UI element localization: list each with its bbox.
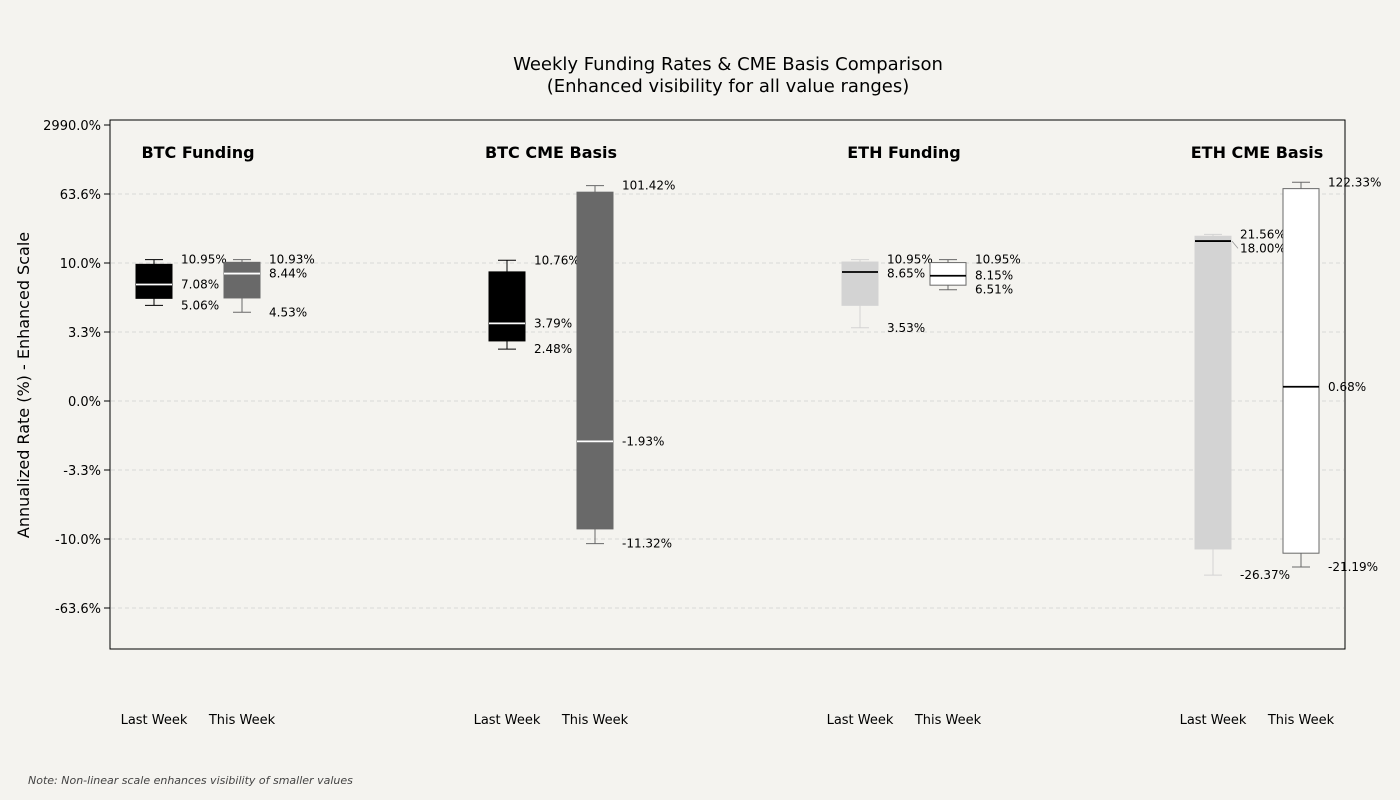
y-tick-label: 0.0% — [68, 395, 101, 410]
box — [576, 191, 614, 530]
max-value-label: 21.56% — [1240, 227, 1286, 241]
y-tick-label: 10.0% — [60, 257, 101, 272]
box — [135, 263, 173, 299]
group-label: ETH Funding — [847, 143, 961, 162]
max-value-label: 122.33% — [1328, 175, 1381, 189]
max-value-label: 10.95% — [975, 253, 1021, 267]
median-value-label: 0.68% — [1328, 380, 1366, 394]
y-tick-label: -10.0% — [55, 533, 101, 548]
box — [488, 271, 526, 342]
median-value-label: 8.15% — [975, 269, 1013, 283]
group-label: BTC Funding — [141, 143, 254, 162]
min-value-label: 4.53% — [269, 305, 307, 319]
max-value-label: 10.95% — [181, 253, 227, 267]
x-tick-label: Last Week — [1180, 713, 1247, 728]
y-tick-label: -63.6% — [55, 602, 101, 617]
chart-title: Weekly Funding Rates & CME Basis Compari… — [513, 54, 943, 75]
x-tick-label: This Week — [208, 713, 276, 728]
median-value-label: 7.08% — [181, 277, 219, 291]
x-axis: Last Week This Week Last Week This Week Last… — [121, 713, 1335, 728]
chart-subtitle: (Enhanced visibility for all value range… — [547, 76, 910, 97]
median-value-label: -1.93% — [622, 434, 664, 448]
median-value-label: 3.79% — [534, 316, 572, 330]
y-axis-label: Annualized Rate (%) - Enhanced Scale — [14, 232, 33, 538]
y-tick-label: 63.6% — [60, 188, 101, 203]
group-label: ETH CME Basis — [1191, 143, 1324, 162]
min-value-label: 3.53% — [887, 321, 925, 335]
min-value-label: -21.19% — [1328, 560, 1378, 574]
box — [1282, 188, 1320, 554]
annotation-leader — [1231, 240, 1239, 249]
min-value-label: -26.37% — [1240, 568, 1290, 582]
median-value-label: 8.65% — [887, 267, 925, 281]
max-value-label: 10.93% — [269, 253, 315, 267]
y-axis: 2990.0% 63.6% 10.0% 3.3% 0.0% -3.3% -10.0% -63.… — [43, 119, 110, 617]
y-tick-label: -3.3% — [63, 464, 101, 479]
x-tick-label: Last Week — [827, 713, 894, 728]
box — [223, 261, 261, 299]
x-tick-label: This Week — [1267, 713, 1335, 728]
grid — [111, 193, 1344, 609]
max-value-label: 10.95% — [887, 253, 933, 267]
box — [841, 261, 879, 306]
median-value-label: 8.44% — [269, 267, 307, 281]
y-tick-label: 3.3% — [68, 326, 101, 341]
boxes: BTC Funding 10.95% 7.08% 5.06% 10.93%8.44% 4.… — [135, 143, 1381, 582]
group-label: BTC CME Basis — [485, 143, 617, 162]
max-value-label: 10.76% — [534, 253, 580, 267]
min-value-label: 5.06% — [181, 298, 219, 312]
x-tick-label: Last Week — [474, 713, 541, 728]
median-value-label: 18.00% — [1240, 241, 1286, 255]
max-value-label: 101.42% — [622, 179, 675, 193]
box — [929, 262, 967, 286]
min-value-label: -11.32% — [622, 537, 672, 551]
plot-area — [109, 119, 1346, 650]
y-tick-label: 2990.0% — [43, 119, 101, 134]
footnote: Note: Non-linear scale enhances visibili… — [28, 774, 353, 787]
min-value-label: 2.48% — [534, 342, 572, 356]
x-tick-label: Last Week — [121, 713, 188, 728]
box — [1194, 235, 1232, 550]
x-tick-label: This Week — [561, 713, 629, 728]
min-value-label: 6.51% — [975, 283, 1013, 297]
x-tick-label: This Week — [914, 713, 982, 728]
